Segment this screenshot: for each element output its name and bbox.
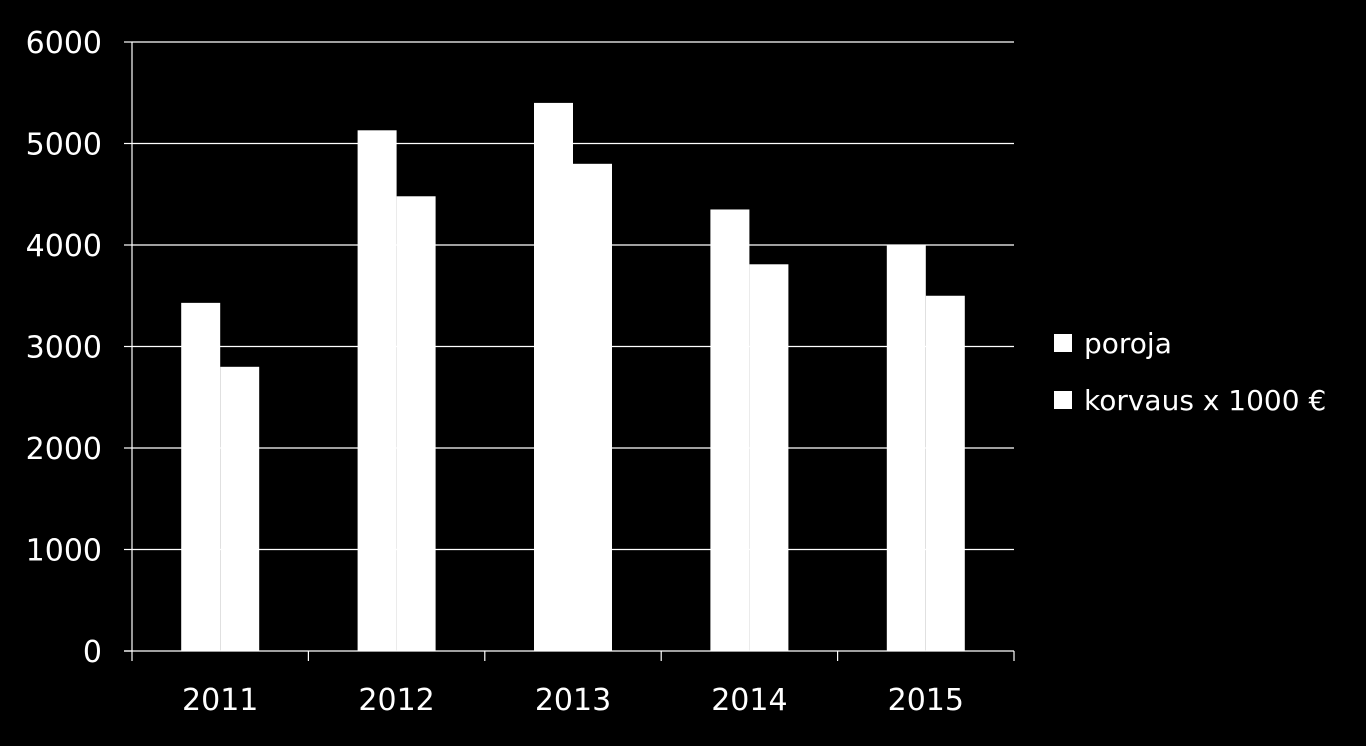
bar-poroja-2015 [886,245,926,651]
bar-korvaus-x-1000--2013 [573,163,612,652]
legend-swatch [1054,334,1072,352]
x-tick-label: 2012 [358,683,434,718]
y-tick-label: 4000 [26,229,102,264]
y-tick-label: 5000 [26,128,102,163]
y-tick-label: 3000 [26,331,102,366]
y-tick-label: 1000 [26,534,102,569]
x-tick-label: 2015 [888,683,964,718]
legend-label: poroja [1084,327,1172,360]
x-tick-label: 2011 [182,683,258,718]
x-tick-label: 2014 [711,683,787,718]
y-tick-label: 6000 [26,26,102,61]
legend-swatch [1054,391,1072,409]
bar-poroja-2011 [181,302,221,651]
axes: 0 1000 2000 3000 4000 5000 6000 2011 2012 2013 201… [26,26,1015,718]
y-tick-label: 2000 [26,432,102,467]
bar-poroja-2014 [710,209,750,651]
legend-label: korvaus x 1000 € [1084,384,1326,417]
bar-korvaus-x-1000--2014 [749,264,789,651]
bar-korvaus-x-1000--2012 [396,196,436,651]
bar-poroja-2012 [357,130,397,651]
bar-korvaus-x-1000--2011 [220,366,260,651]
y-tick-label: 0 [83,635,102,670]
bar-korvaus-x-1000--2015 [925,295,965,651]
x-tick-label: 2013 [535,683,611,718]
bar-poroja-2013 [534,102,573,651]
legend: poroja korvaus x 1000 € [1054,327,1326,417]
bars [181,102,965,652]
